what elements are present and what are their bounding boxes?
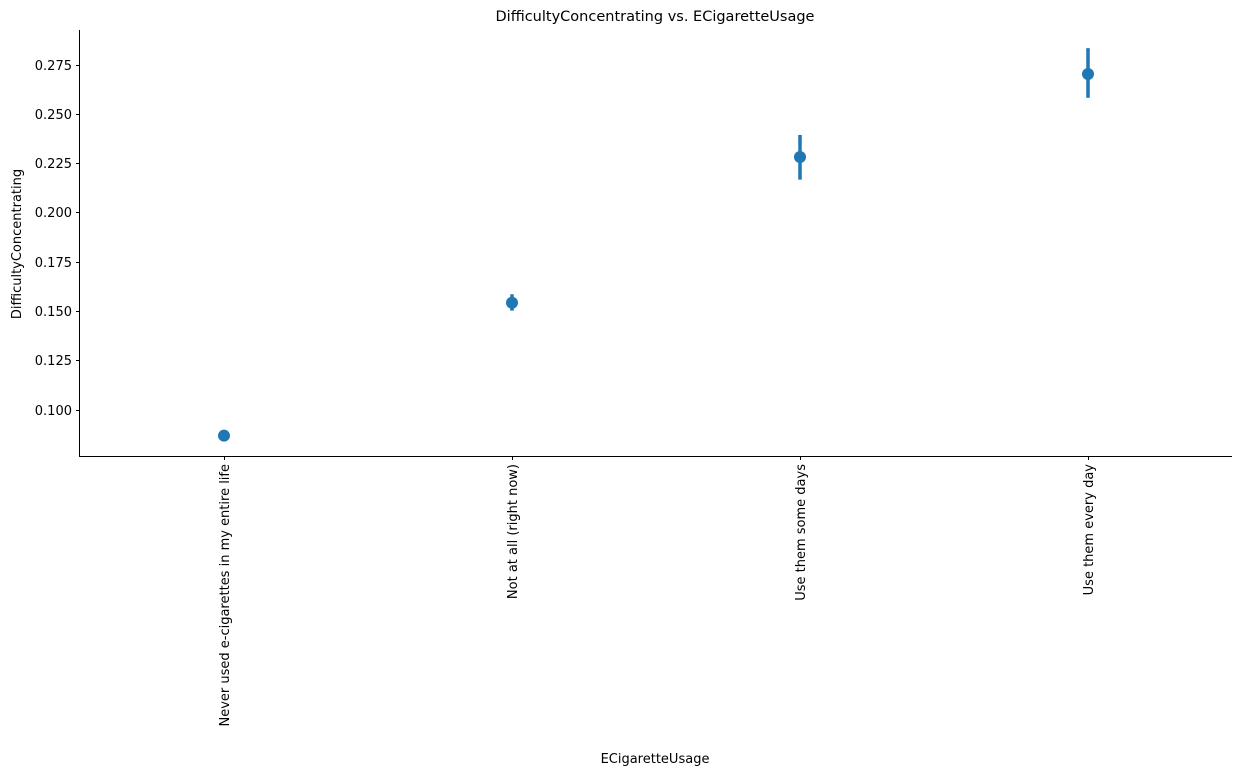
y-tick-label: 0.175	[35, 256, 72, 271]
y-tick-label: 0.200	[35, 206, 72, 221]
chart-title: DifficultyConcentrating vs. ECigaretteUs…	[496, 9, 815, 25]
data-point	[506, 296, 518, 309]
x-tick-label: Use them every day	[1082, 464, 1097, 596]
y-tick-label: 0.275	[35, 59, 72, 74]
data-marks	[218, 48, 1094, 442]
data-point	[1082, 67, 1094, 80]
y-tick-label: 0.250	[35, 108, 72, 123]
x-axis-title: ECigaretteUsage	[601, 752, 710, 767]
y-tick-label: 0.125	[35, 354, 72, 369]
data-point	[794, 151, 806, 164]
y-tick-label: 0.100	[35, 404, 72, 419]
y-tick-label: 0.150	[35, 305, 72, 320]
y-axis-title: DifficultyConcentrating	[10, 169, 25, 319]
x-axis: Never used e-cigarettes in my entire lif…	[218, 456, 1097, 727]
x-tick-label: Not at all (right now)	[506, 464, 521, 599]
y-axis: 0.100 0.125 0.150 0.175 0.200 0.225 0.250 0.275	[35, 59, 80, 419]
x-tick-label: Use them some days	[794, 464, 809, 601]
data-point	[218, 429, 230, 442]
y-tick-label: 0.225	[35, 157, 72, 172]
x-tick-label: Never used e-cigarettes in my entire lif…	[218, 464, 233, 727]
